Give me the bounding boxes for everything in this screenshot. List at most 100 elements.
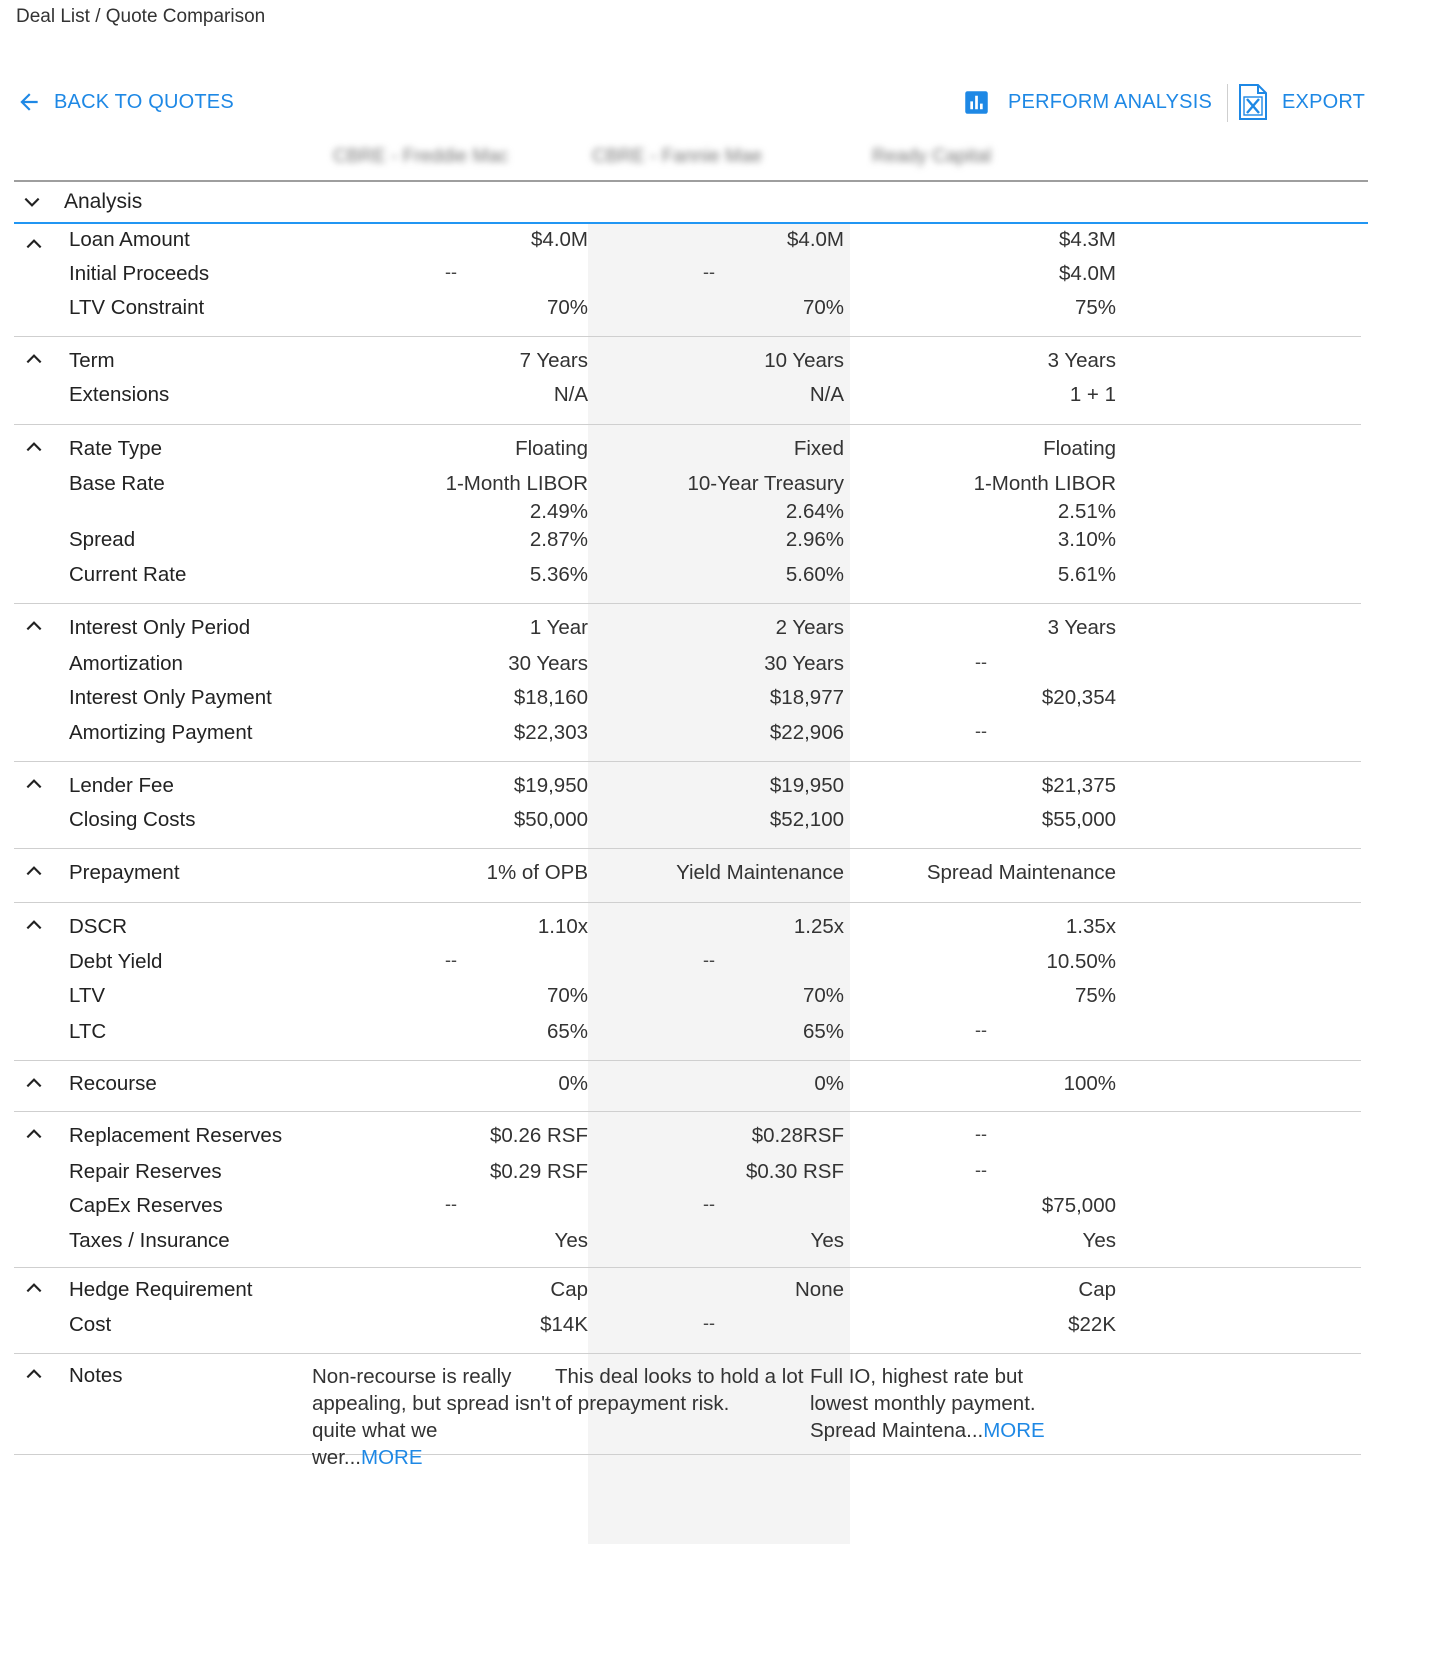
cell: -- [975,1160,987,1180]
cell: -- [975,652,987,672]
note-line: of prepayment risk. [555,1392,730,1415]
cell: $18,160 [513,686,588,709]
cell: 65% [802,1020,844,1043]
cell: $0.29 RSF [490,1160,588,1183]
chevron-up-icon[interactable] [24,234,44,254]
cell: 5.61% [1057,563,1116,586]
cell: $4.3M [1059,228,1116,251]
row-label: Interest Only Period [69,616,251,639]
note-line: Non-recourse is really [312,1365,512,1388]
cell: $22,303 [513,721,588,744]
row-label: Term [69,349,115,372]
chevron-up-icon[interactable] [24,1278,44,1298]
cell: -- [703,1194,715,1214]
column-header-lender-3: Ready Capital [872,146,992,167]
cell: 1-Month LIBOR [445,472,588,495]
cell: 2.96% [785,528,844,551]
arrow-left-icon [20,93,38,111]
chevron-up-icon[interactable] [24,616,44,636]
export-button[interactable]: EXPORT [1238,82,1365,122]
row-label: Hedge Requirement [69,1278,253,1301]
row-label: Initial Proceeds [69,262,210,285]
bar-chart-icon [965,90,988,114]
chevron-up-icon[interactable] [24,1124,44,1144]
cell: $19,950 [513,774,588,797]
perform-analysis-label: PERFORM ANALYSIS [1008,90,1212,113]
row-label: Debt Yield [69,950,163,973]
cell: -- [703,950,715,970]
row-label: DSCR [69,915,128,938]
note-line: lowest monthly payment. [810,1392,1036,1415]
section-interest-only: Interest Only Period 1 Year 2 Years 3 Years… [14,604,1361,762]
analysis-label: Analysis [64,190,143,213]
row-label: Spread [69,528,136,551]
cell: 2 Years [775,616,844,639]
chevron-up-icon[interactable] [24,915,44,935]
row-label: Cost [69,1313,112,1336]
back-to-quotes-button[interactable]: BACK TO QUOTES [16,82,234,122]
row-label: Amortization [69,652,183,675]
cell: $22,906 [769,721,844,744]
cell: 65% [546,1020,588,1043]
more-link[interactable]: MORE [983,1419,1045,1442]
cell: Yes [554,1229,588,1252]
chevron-up-icon[interactable] [24,349,44,369]
cell: 100% [1063,1072,1116,1095]
cell: 3 Years [1047,616,1116,639]
cell: None [794,1278,844,1301]
section-coverage: DSCR 1.10x 1.25x 1.35x Debt Yield -- -- 10.50%… [14,903,1361,1061]
cell: $0.28RSF [751,1124,844,1147]
cell: $4.0M [787,228,844,251]
cell: 0% [814,1072,844,1095]
section-hedge: Hedge Requirement Cap None Cap Cost $14K -- $2… [14,1268,1361,1354]
cell: $20,354 [1041,686,1116,709]
chevron-up-icon[interactable] [24,1364,44,1384]
cell: 70% [802,984,844,1007]
cell: 10-Year Treasury [687,472,845,495]
analysis-section-toggle[interactable]: Analysis [14,182,1368,224]
note-line-text: Spread Maintena... [810,1419,984,1442]
row-label: Closing Costs [69,808,196,831]
cell: Fixed [793,437,844,460]
cell: -- [975,721,987,741]
section-recourse: Recourse 0% 0% 100% [14,1061,1361,1112]
row-label: Current Rate [69,563,187,586]
row-label: LTV [69,984,106,1007]
more-link[interactable]: MORE [361,1446,423,1469]
cell: 5.60% [785,563,844,586]
chevron-up-icon[interactable] [24,861,44,881]
cell: $0.30 RSF [746,1160,844,1183]
cell: 3.10% [1057,528,1116,551]
chevron-up-icon[interactable] [24,1073,44,1093]
cell: 3 Years [1047,349,1116,372]
highlighted-column [588,224,850,1544]
row-label: Rate Type [69,437,163,460]
breadcrumb[interactable]: Deal List / Quote Comparison [16,6,266,27]
cell: 1 Year [529,616,588,639]
note-line: quite what we wer...MORE [312,1417,552,1471]
toolbar-divider [1227,84,1228,122]
cell: Yes [810,1229,844,1252]
cell: 7 Years [519,349,588,372]
chevron-up-icon[interactable] [24,774,44,794]
note-3: Full IO, highest rate but lowest monthly… [810,1363,1070,1444]
row-label: Interest Only Payment [69,686,272,709]
cell: 70% [546,296,588,319]
cell: -- [445,950,457,970]
perform-analysis-button[interactable]: PERFORM ANALYSIS [963,82,1212,122]
cell: N/A [553,383,588,406]
chevron-down-icon [24,197,40,207]
cell: Floating [515,437,588,460]
cell: 70% [546,984,588,1007]
back-to-quotes-label: BACK TO QUOTES [54,90,234,113]
cell: 1.10x [537,915,588,938]
section-rate: Rate Type Floating Fixed Floating Base Rate… [14,425,1361,604]
row-label: Recourse [69,1072,157,1095]
chevron-up-icon[interactable] [24,437,44,457]
row-label: Prepayment [69,861,180,884]
cell: $18,977 [769,686,844,709]
row-label: Extensions [69,383,170,406]
cell: $4.0M [531,228,588,251]
section-reserves: Replacement Reserves $0.26 RSF $0.28RSF -- … [14,1112,1361,1268]
cell: -- [703,1313,715,1333]
